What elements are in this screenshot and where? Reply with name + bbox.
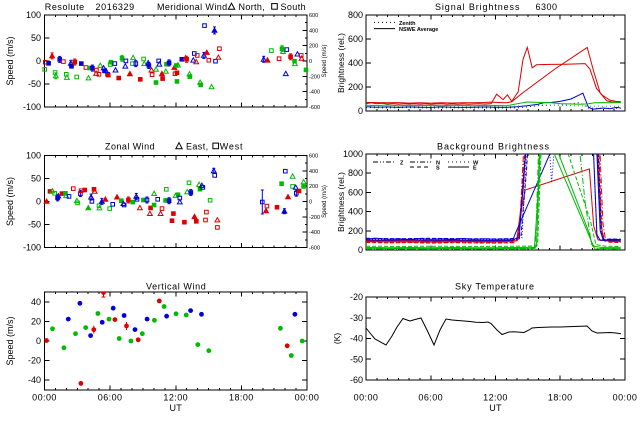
svg-text:-30: -30 [350, 313, 363, 323]
svg-text:-40: -40 [350, 334, 363, 344]
svg-text:Z: Z [400, 161, 404, 167]
svg-text:North,: North, [239, 2, 266, 12]
svg-text:NSWE Average: NSWE Average [399, 27, 438, 33]
svg-text:Speed (m/s): Speed (m/s) [5, 316, 15, 365]
svg-text:600: 600 [309, 13, 318, 19]
svg-text:600: 600 [309, 154, 318, 160]
svg-text:00:00: 00:00 [354, 393, 379, 403]
svg-text:200: 200 [309, 44, 318, 50]
svg-text:Sky Temperature: Sky Temperature [455, 282, 535, 292]
svg-text:200: 200 [309, 184, 318, 190]
svg-text:20: 20 [31, 316, 41, 326]
svg-text:-200: -200 [309, 74, 320, 80]
svg-text:0: 0 [309, 59, 312, 65]
svg-text:Speed (m/s): Speed (m/s) [5, 177, 15, 226]
svg-text:06:00: 06:00 [98, 393, 123, 403]
svg-text:-400: -400 [309, 230, 320, 236]
svg-text:-200: -200 [309, 215, 320, 221]
svg-text:E: E [473, 166, 477, 172]
svg-text:400: 400 [309, 169, 318, 175]
svg-text:12:00: 12:00 [163, 393, 188, 403]
svg-text:Brightness (rel.): Brightness (rel.) [336, 33, 346, 93]
svg-text:50: 50 [31, 174, 41, 184]
svg-text:0: 0 [36, 56, 41, 66]
svg-text:06:00: 06:00 [418, 393, 443, 403]
svg-text:800: 800 [348, 168, 363, 178]
svg-text:800: 800 [348, 10, 363, 20]
svg-text:200: 200 [348, 226, 363, 236]
svg-text:Speed (m/s): Speed (m/s) [322, 185, 328, 218]
svg-text:-50: -50 [350, 354, 363, 364]
svg-text:-400: -400 [309, 90, 320, 96]
svg-text:-20: -20 [350, 292, 363, 302]
svg-text:Speed (m/s): Speed (m/s) [322, 45, 328, 78]
svg-text:0: 0 [358, 106, 363, 116]
svg-text:2016329: 2016329 [96, 2, 135, 12]
svg-text:100: 100 [26, 151, 41, 161]
svg-text:Zonal Wind: Zonal Wind [105, 142, 155, 152]
svg-text:0: 0 [309, 200, 312, 206]
svg-text:Resolute: Resolute [45, 2, 85, 12]
svg-text:100: 100 [26, 10, 41, 20]
svg-text:18:00: 18:00 [548, 393, 573, 403]
svg-text:South: South [281, 2, 307, 12]
svg-text:00:00: 00:00 [613, 393, 638, 403]
svg-text:Meridional Wind: Meridional Wind [157, 2, 228, 12]
svg-text:(K): (K) [332, 333, 342, 345]
svg-text:400: 400 [348, 207, 363, 217]
svg-text:50: 50 [31, 33, 41, 43]
svg-text:-60: -60 [350, 375, 363, 385]
svg-text:N: N [436, 161, 440, 167]
svg-text:East,: East, [186, 142, 209, 152]
svg-text:-600: -600 [309, 246, 320, 252]
svg-text:200: 200 [348, 82, 363, 92]
svg-text:0: 0 [36, 336, 41, 346]
svg-text:Vertical Wind: Vertical Wind [146, 282, 206, 292]
svg-text:40: 40 [31, 297, 41, 307]
svg-text:12:00: 12:00 [483, 393, 508, 403]
svg-text:-50: -50 [28, 79, 41, 89]
svg-text:-600: -600 [309, 105, 320, 111]
svg-text:400: 400 [348, 58, 363, 68]
svg-text:600: 600 [348, 34, 363, 44]
svg-text:Background Brightness: Background Brightness [437, 142, 550, 152]
svg-text:W: W [473, 161, 479, 167]
svg-text:18:00: 18:00 [229, 393, 254, 403]
svg-text:S: S [436, 166, 440, 172]
svg-text:Signal Brightness: Signal Brightness [435, 2, 520, 12]
svg-text:0: 0 [36, 197, 41, 207]
svg-text:Zenith: Zenith [399, 21, 416, 27]
svg-text:-20: -20 [28, 356, 41, 366]
svg-text:00:00: 00:00 [295, 393, 320, 403]
svg-text:1000: 1000 [343, 149, 363, 159]
svg-text:00:00: 00:00 [32, 393, 57, 403]
svg-text:400: 400 [309, 28, 318, 34]
svg-text:-40: -40 [28, 375, 41, 385]
svg-text:Brightness (rel.): Brightness (rel.) [336, 172, 346, 232]
svg-text:UT: UT [489, 403, 502, 413]
svg-text:-50: -50 [28, 220, 41, 230]
svg-text:6300: 6300 [536, 2, 558, 12]
svg-text:Speed (m/s): Speed (m/s) [5, 36, 15, 85]
svg-text:600: 600 [348, 187, 363, 197]
svg-text:0: 0 [358, 245, 363, 255]
svg-text:-100: -100 [23, 102, 41, 112]
svg-text:UT: UT [169, 403, 182, 413]
svg-text:-100: -100 [23, 243, 41, 253]
svg-text:West: West [220, 142, 244, 152]
